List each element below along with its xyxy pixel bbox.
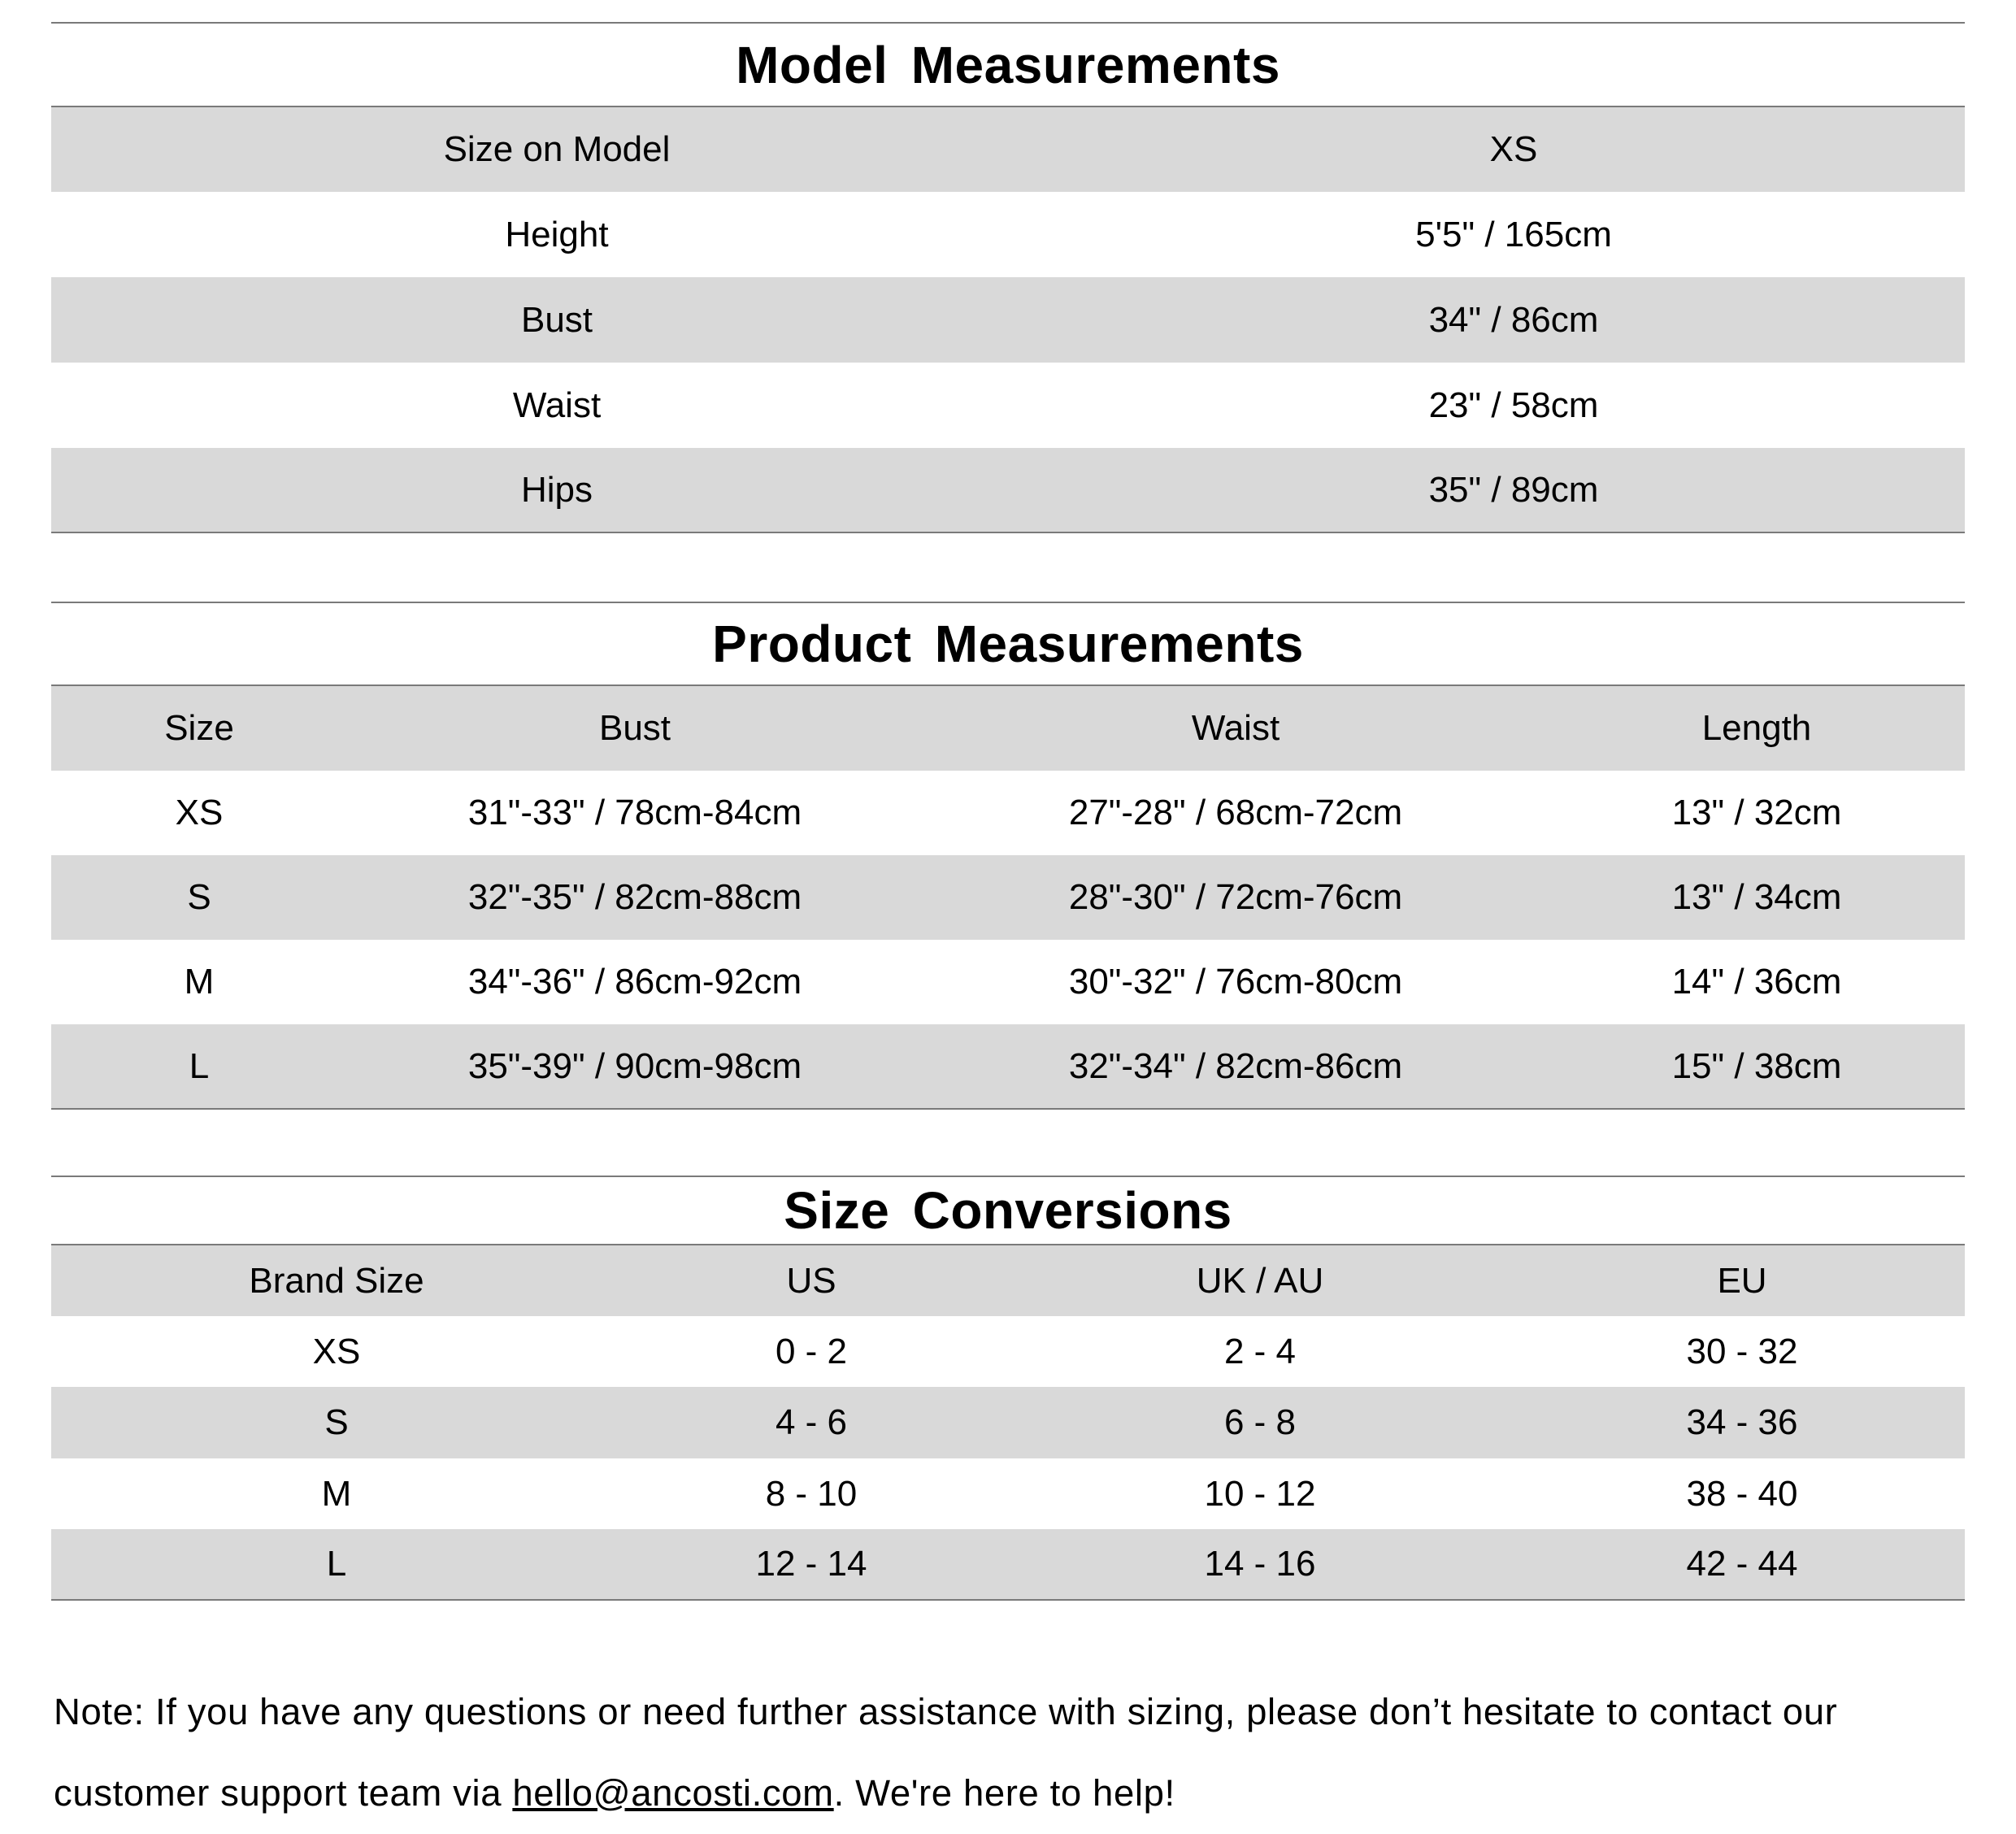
cell: 0 - 2	[775, 1331, 848, 1371]
cell: 13" / 32cm	[1671, 793, 1842, 832]
table-row: XS 31"-33" / 78cm-84cm 27"-28" / 68cm-72…	[51, 771, 1965, 855]
table-row: S 4 - 6 6 - 8 34 - 36	[51, 1387, 1965, 1458]
table-row: L 12 - 14 14 - 16 42 - 44	[51, 1529, 1965, 1600]
cell: S	[51, 855, 347, 940]
cell: XS	[312, 1331, 361, 1371]
cell: 4 - 6	[622, 1387, 1001, 1458]
size-conversions-section: Size Conversions Brand Size US UK / AU E…	[51, 1176, 1965, 1601]
row-value: 5'5" / 165cm	[1415, 214, 1612, 254]
size-conversions-table: Brand Size US UK / AU EU XS 0 - 2 2 - 4 …	[51, 1245, 1965, 1601]
table-row: Hips 35" / 89cm	[51, 448, 1965, 532]
product-measurements-title: Product Measurements	[51, 602, 1965, 686]
table-row: L 35"-39" / 90cm-98cm 32"-34" / 82cm-86c…	[51, 1024, 1965, 1109]
cell: S	[51, 1387, 622, 1458]
cell: 28"-30" / 72cm-76cm	[923, 855, 1549, 940]
cell: 12 - 14	[622, 1529, 1001, 1600]
cell: 13" / 34cm	[1549, 855, 1965, 940]
model-measurements-section: Model Measurements Size on Model XS Heig…	[51, 22, 1965, 533]
cell: 42 - 44	[1519, 1529, 1965, 1600]
header-cell: US	[622, 1245, 1001, 1316]
row-value: 34" / 86cm	[1062, 277, 1965, 363]
row-label: Hips	[51, 448, 1062, 532]
cell: 6 - 8	[1001, 1387, 1519, 1458]
table-row: M 8 - 10 10 - 12 38 - 40	[51, 1458, 1965, 1529]
cell: M	[321, 1473, 352, 1514]
header-cell: Size on Model	[51, 107, 1062, 192]
header-cell: XS	[1062, 107, 1965, 192]
cell: L	[51, 1024, 347, 1109]
header-cell: Length	[1549, 686, 1965, 771]
table-row: Bust 34" / 86cm	[51, 277, 1965, 363]
table-row: S 32"-35" / 82cm-88cm 28"-30" / 72cm-76c…	[51, 855, 1965, 940]
header-cell: Size	[51, 686, 347, 771]
support-note: Note: If you have any questions or need …	[54, 1671, 1980, 1834]
cell: 15" / 38cm	[1549, 1024, 1965, 1109]
row-value: 35" / 89cm	[1062, 448, 1965, 532]
table-row: Waist 23" / 58cm	[51, 363, 1965, 448]
cell: 31"-33" / 78cm-84cm	[467, 793, 802, 832]
cell: 34"-36" / 86cm-92cm	[467, 962, 802, 1002]
header-cell: Brand Size	[51, 1245, 622, 1316]
table-row: Height 5'5" / 165cm	[51, 192, 1965, 277]
cell: L	[51, 1529, 622, 1600]
cell: 30"-32" / 76cm-80cm	[1068, 962, 1403, 1002]
table-header-row: Size Bust Waist Length	[51, 686, 1965, 771]
table-header-row: Size on Model XS	[51, 107, 1965, 192]
model-measurements-title: Model Measurements	[51, 22, 1965, 107]
cell: 38 - 40	[1686, 1473, 1798, 1514]
cell: 35"-39" / 90cm-98cm	[347, 1024, 923, 1109]
row-label: Bust	[51, 277, 1062, 363]
table-row: XS 0 - 2 2 - 4 30 - 32	[51, 1316, 1965, 1387]
header-cell: Bust	[347, 686, 923, 771]
cell: 32"-35" / 82cm-88cm	[347, 855, 923, 940]
cell: 14 - 16	[1001, 1529, 1519, 1600]
product-measurements-section: Product Measurements Size Bust Waist Len…	[51, 602, 1965, 1110]
cell: 32"-34" / 82cm-86cm	[923, 1024, 1549, 1109]
cell: 8 - 10	[765, 1473, 858, 1514]
cell: 27"-28" / 68cm-72cm	[1068, 793, 1403, 832]
support-email-link[interactable]: hello@ancosti.com	[512, 1771, 834, 1814]
size-conversions-title: Size Conversions	[51, 1176, 1965, 1245]
row-label: Height	[505, 214, 609, 254]
cell: M	[184, 962, 215, 1002]
cell: 30 - 32	[1686, 1331, 1798, 1371]
header-cell: Waist	[923, 686, 1549, 771]
cell: 14" / 36cm	[1671, 962, 1842, 1002]
header-cell: EU	[1519, 1245, 1965, 1316]
model-measurements-table: Size on Model XS Height 5'5" / 165cm Bus…	[51, 107, 1965, 533]
cell: 34 - 36	[1519, 1387, 1965, 1458]
cell: 2 - 4	[1223, 1331, 1297, 1371]
cell: 10 - 12	[1204, 1473, 1316, 1514]
table-row: M 34"-36" / 86cm-92cm 30"-32" / 76cm-80c…	[51, 940, 1965, 1024]
note-text-end: . We're here to help!	[833, 1771, 1175, 1814]
row-value: 23" / 58cm	[1428, 385, 1599, 425]
table-header-row: Brand Size US UK / AU EU	[51, 1245, 1965, 1316]
product-measurements-table: Size Bust Waist Length XS 31"-33" / 78cm…	[51, 686, 1965, 1110]
row-label: Waist	[512, 385, 602, 425]
header-cell: UK / AU	[1001, 1245, 1519, 1316]
cell: XS	[175, 793, 224, 832]
